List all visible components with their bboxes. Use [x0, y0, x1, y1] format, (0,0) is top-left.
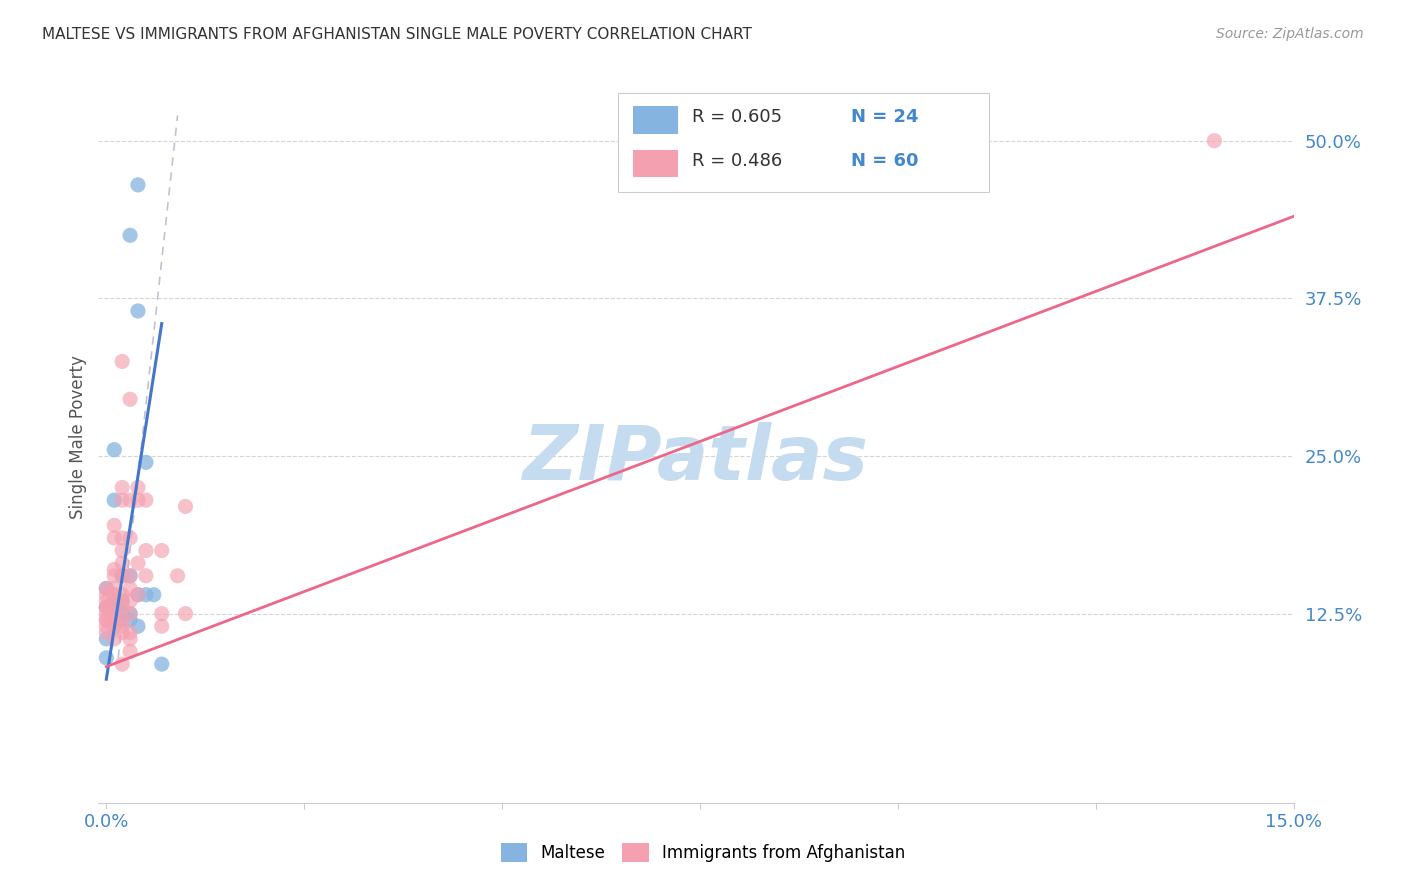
Point: [1204, 134, 1226, 148]
Point: [120, 613, 142, 627]
Point: [96, 619, 118, 633]
Text: ZIPatlas: ZIPatlas: [523, 422, 869, 496]
Point: [103, 493, 125, 508]
Point: [120, 644, 142, 658]
Point: [103, 619, 125, 633]
Point: [103, 613, 125, 627]
Point: [103, 569, 125, 583]
Legend: Maltese, Immigrants from Afghanistan: Maltese, Immigrants from Afghanistan: [492, 834, 914, 871]
Point: [103, 594, 125, 608]
Point: [135, 543, 157, 558]
Point: [96, 607, 118, 621]
Point: [96, 588, 118, 602]
Text: N = 60: N = 60: [852, 153, 920, 170]
Point: [111, 493, 134, 508]
Point: [111, 613, 134, 627]
Point: [111, 619, 134, 633]
Point: [120, 625, 142, 640]
Point: [111, 657, 134, 671]
Point: [103, 582, 125, 596]
Point: [103, 632, 125, 646]
Point: [120, 582, 142, 596]
Point: [103, 594, 125, 608]
Point: [174, 607, 197, 621]
Y-axis label: Single Male Poverty: Single Male Poverty: [69, 355, 87, 519]
Point: [120, 607, 142, 621]
Point: [111, 613, 134, 627]
Point: [127, 493, 149, 508]
Text: Source: ZipAtlas.com: Source: ZipAtlas.com: [1216, 27, 1364, 41]
Point: [103, 442, 125, 457]
Point: [96, 600, 118, 615]
Point: [96, 632, 118, 646]
Point: [135, 569, 157, 583]
Point: [96, 582, 118, 596]
Point: [166, 569, 188, 583]
Point: [120, 569, 142, 583]
Point: [127, 304, 149, 318]
Point: [150, 607, 173, 621]
Point: [103, 600, 125, 615]
Point: [127, 619, 149, 633]
Point: [103, 588, 125, 602]
Point: [103, 562, 125, 576]
Point: [142, 588, 165, 602]
Point: [111, 600, 134, 615]
Text: R = 0.486: R = 0.486: [692, 153, 783, 170]
Point: [96, 613, 118, 627]
Point: [111, 569, 134, 583]
Point: [150, 543, 173, 558]
Point: [96, 650, 118, 665]
Point: [111, 556, 134, 570]
Text: R = 0.605: R = 0.605: [692, 108, 783, 126]
Point: [120, 594, 142, 608]
Point: [150, 619, 173, 633]
Point: [111, 569, 134, 583]
Point: [127, 588, 149, 602]
Point: [120, 493, 142, 508]
Point: [103, 588, 125, 602]
Point: [111, 588, 134, 602]
Point: [127, 556, 149, 570]
Point: [103, 518, 125, 533]
Point: [120, 228, 142, 243]
Point: [127, 481, 149, 495]
Point: [127, 588, 149, 602]
Text: N = 24: N = 24: [852, 108, 920, 126]
Point: [174, 500, 197, 514]
Point: [96, 594, 118, 608]
Point: [111, 543, 134, 558]
Point: [111, 607, 134, 621]
Text: MALTESE VS IMMIGRANTS FROM AFGHANISTAN SINGLE MALE POVERTY CORRELATION CHART: MALTESE VS IMMIGRANTS FROM AFGHANISTAN S…: [42, 27, 752, 42]
Point: [135, 493, 157, 508]
Point: [103, 607, 125, 621]
Point: [111, 625, 134, 640]
Point: [120, 607, 142, 621]
Point: [103, 531, 125, 545]
Point: [135, 455, 157, 469]
Point: [96, 600, 118, 615]
Point: [120, 632, 142, 646]
Point: [111, 594, 134, 608]
Point: [127, 178, 149, 192]
Point: [135, 588, 157, 602]
Bar: [633, 106, 678, 134]
Point: [96, 625, 118, 640]
Point: [111, 354, 134, 368]
Point: [96, 600, 118, 615]
Point: [96, 613, 118, 627]
Point: [120, 392, 142, 407]
Point: [150, 657, 173, 671]
Point: [111, 481, 134, 495]
FancyBboxPatch shape: [619, 94, 988, 192]
Point: [120, 531, 142, 545]
Point: [120, 569, 142, 583]
Point: [96, 582, 118, 596]
Bar: [633, 150, 678, 178]
Point: [111, 594, 134, 608]
Point: [111, 531, 134, 545]
